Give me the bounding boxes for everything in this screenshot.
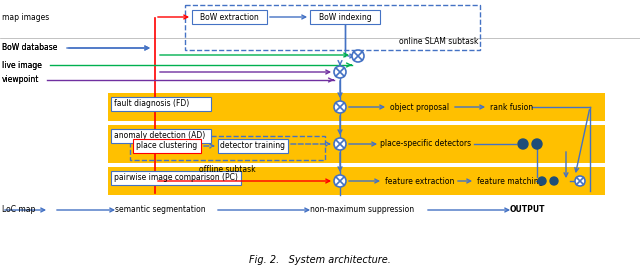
Text: viewpoint: viewpoint [2, 76, 40, 84]
Text: LoC map: LoC map [2, 206, 35, 215]
Circle shape [518, 139, 528, 149]
Circle shape [352, 50, 364, 62]
Circle shape [334, 101, 346, 113]
Text: BoW database: BoW database [2, 44, 58, 53]
Text: map images: map images [2, 13, 49, 22]
FancyBboxPatch shape [111, 129, 211, 143]
Text: OUTPUT: OUTPUT [510, 206, 545, 215]
Text: fault diagnosis (FD): fault diagnosis (FD) [114, 99, 189, 109]
Text: Fig. 2.   System architecture.: Fig. 2. System architecture. [249, 255, 391, 265]
Text: rank fusion: rank fusion [490, 102, 533, 112]
Text: BoW indexing: BoW indexing [319, 13, 371, 21]
FancyBboxPatch shape [310, 10, 380, 24]
Text: BoW database: BoW database [2, 44, 58, 53]
Text: BoW extraction: BoW extraction [200, 13, 259, 21]
Text: anomaly detection (AD): anomaly detection (AD) [114, 132, 205, 141]
FancyBboxPatch shape [111, 171, 241, 185]
Text: place clustering: place clustering [136, 141, 198, 150]
Circle shape [334, 138, 346, 150]
Text: place-specific detectors: place-specific detectors [380, 139, 471, 149]
Circle shape [334, 175, 346, 187]
Circle shape [532, 139, 542, 149]
FancyBboxPatch shape [218, 139, 288, 153]
FancyBboxPatch shape [108, 163, 605, 167]
FancyBboxPatch shape [108, 167, 605, 195]
FancyBboxPatch shape [111, 97, 211, 111]
Text: online SLAM subtask: online SLAM subtask [399, 37, 478, 46]
Text: offline subtask: offline subtask [199, 165, 256, 174]
Circle shape [575, 176, 585, 186]
FancyBboxPatch shape [192, 10, 267, 24]
FancyBboxPatch shape [133, 139, 201, 153]
Text: detector training: detector training [221, 141, 285, 150]
Text: semantic segmentation: semantic segmentation [115, 206, 205, 215]
Circle shape [550, 177, 558, 185]
Text: feature matching: feature matching [477, 176, 543, 185]
FancyBboxPatch shape [108, 125, 605, 163]
Text: object proposal: object proposal [390, 102, 449, 112]
Text: pairwise image comparison (PC): pairwise image comparison (PC) [114, 173, 238, 182]
Text: viewpoint: viewpoint [2, 76, 40, 84]
Text: non-maximum suppression: non-maximum suppression [310, 206, 414, 215]
Circle shape [538, 177, 546, 185]
Circle shape [334, 66, 346, 78]
Text: live image: live image [2, 61, 42, 70]
Text: feature extraction: feature extraction [385, 176, 454, 185]
FancyBboxPatch shape [108, 121, 605, 125]
Text: live image: live image [2, 61, 42, 70]
FancyBboxPatch shape [108, 93, 605, 121]
